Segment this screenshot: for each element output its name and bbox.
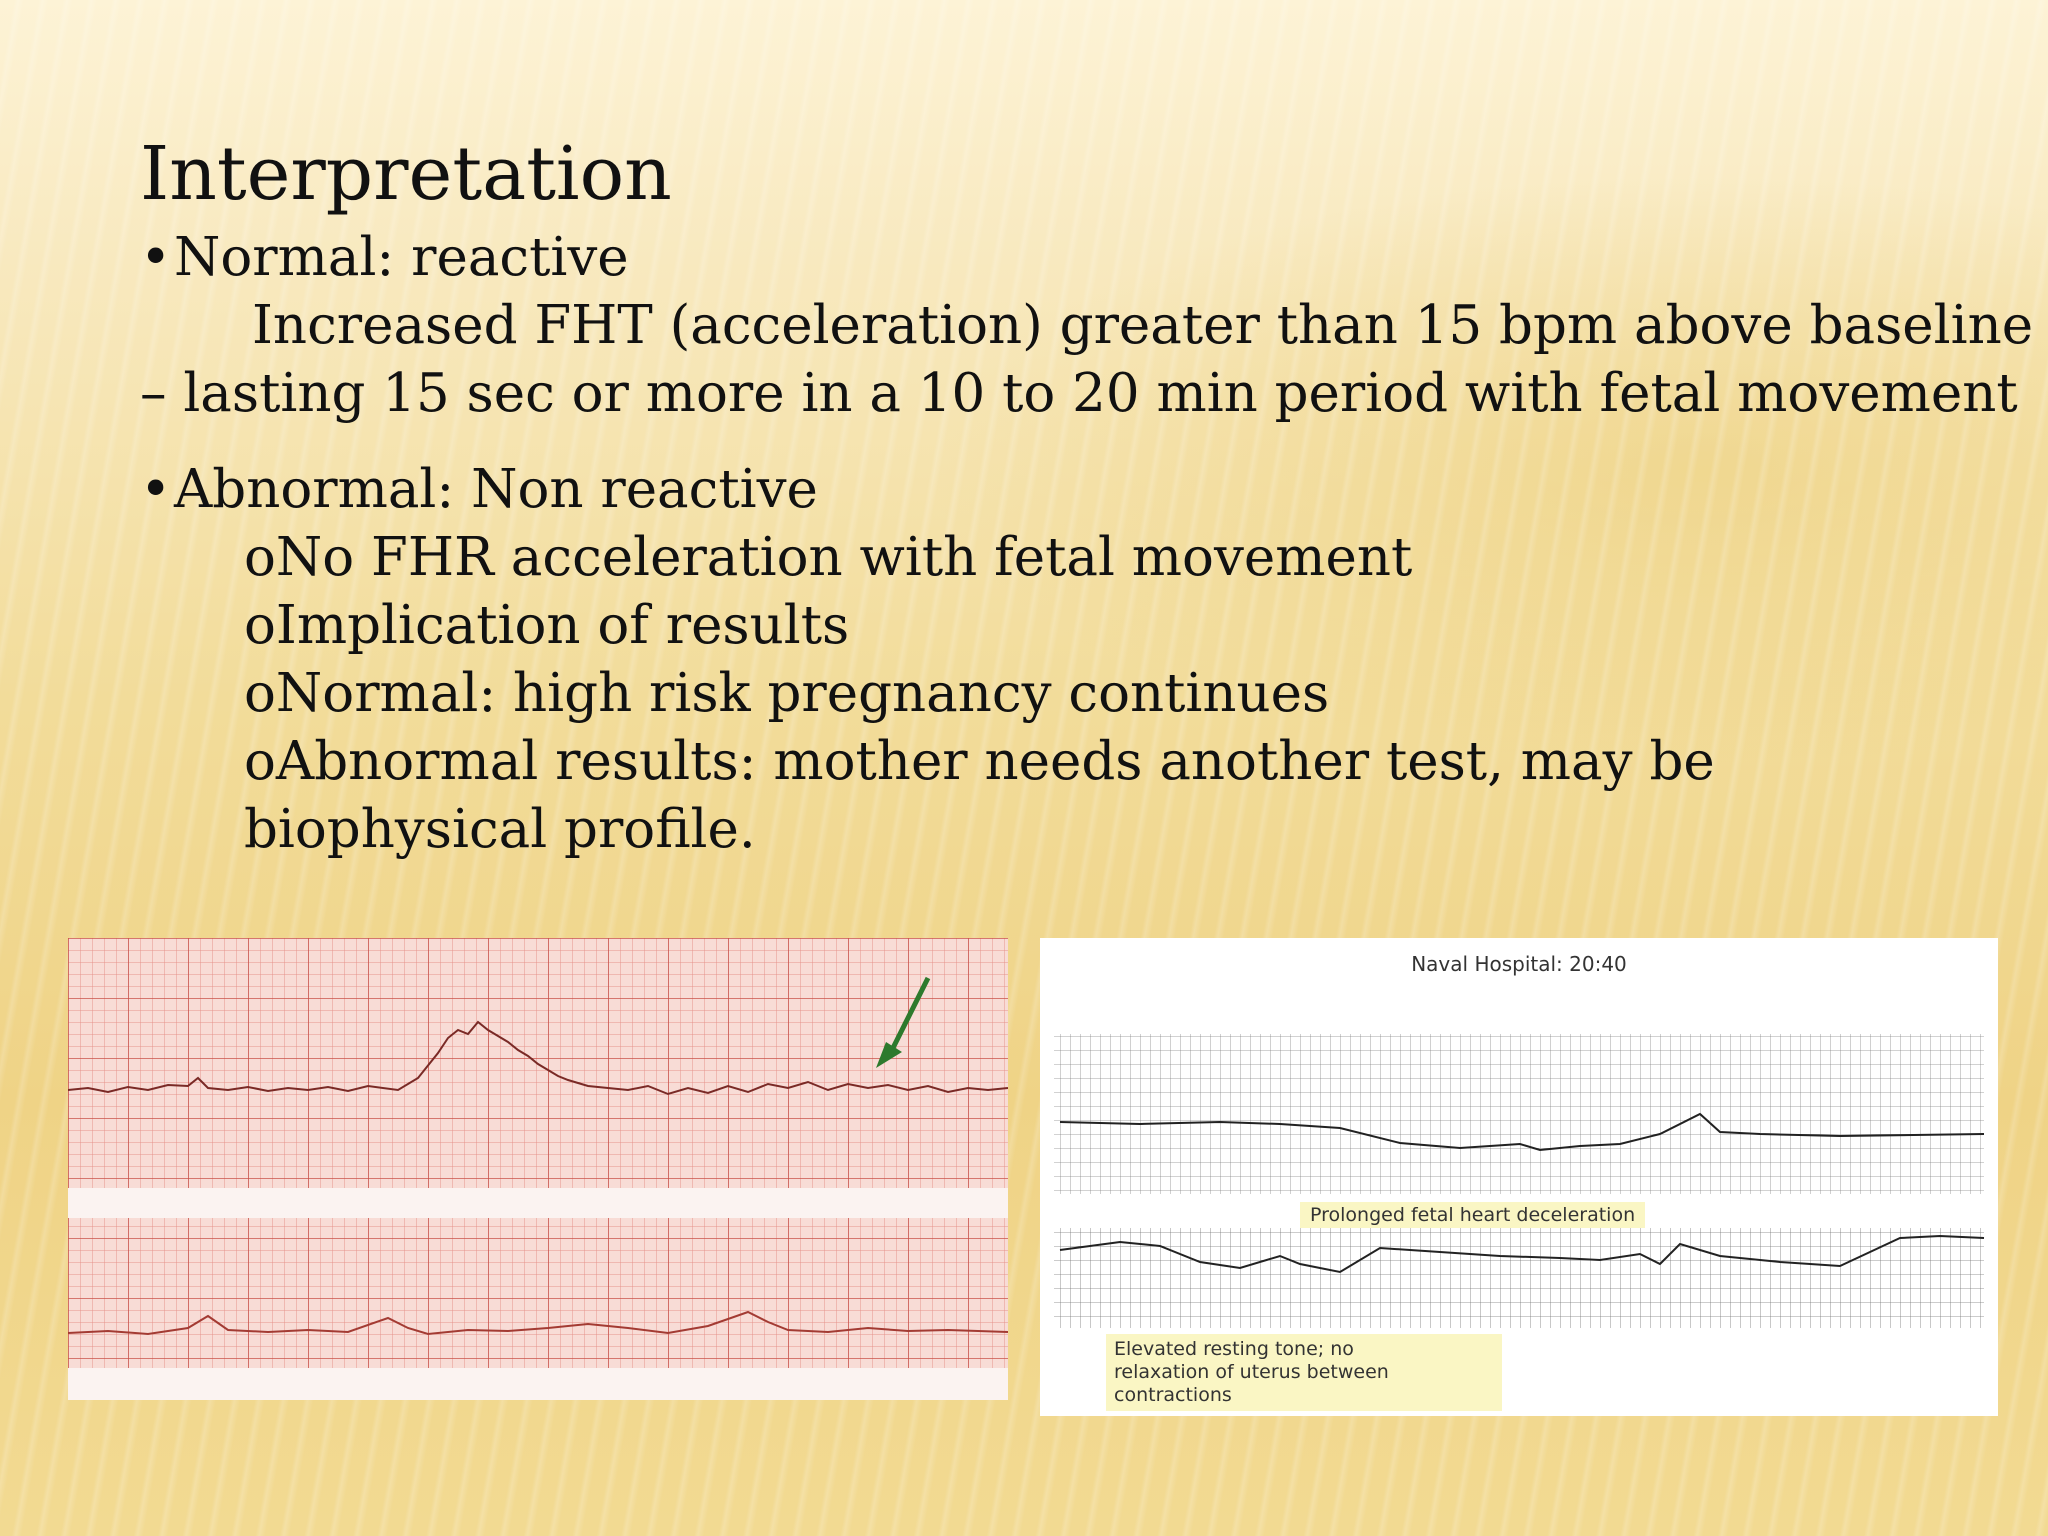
- ctg-strip-image-right: Naval Hospital: 20:40 Prolonged fetal he…: [1040, 938, 1998, 1416]
- figure-mid-caption: Prolonged fetal heart deceleration: [1300, 1202, 1646, 1228]
- slide-body: •Normal: reactive Increased FHT (acceler…: [140, 224, 2034, 864]
- abnormal-heading: Abnormal: Non reactive: [174, 459, 818, 520]
- bullet-icon: •: [140, 459, 172, 520]
- fhr-trace: [68, 1020, 1008, 1096]
- slide-title: Interpretation: [140, 131, 672, 217]
- bullet-normal: •Normal: reactive: [140, 224, 2000, 292]
- sub-item-text: No FHR acceleration with fetal movement: [275, 527, 1413, 588]
- uterine-trace-right: [1059, 1234, 1985, 1274]
- sub-item: oAbnormal results: mother needs another …: [140, 728, 2000, 796]
- caption-line: contractions: [1114, 1384, 1232, 1406]
- bullet-abnormal: •Abnormal: Non reactive: [140, 456, 2000, 524]
- sub-item-continuation: biophysical profile.: [244, 799, 756, 860]
- uterine-activity-trace: [68, 1310, 1008, 1336]
- sub-item-text: Implication of results: [275, 595, 850, 656]
- circle-bullet-icon: o: [244, 595, 276, 656]
- normal-heading: Normal: reactive: [174, 227, 629, 288]
- figure-title: Naval Hospital: 20:40: [1411, 952, 1627, 976]
- arrow-head-icon: [876, 1042, 902, 1068]
- sub-item-text: Normal: high risk pregnancy continues: [275, 663, 1330, 724]
- normal-line-1: Increased FHT (acceleration) greater tha…: [252, 295, 2034, 356]
- sub-item: oNormal: high risk pregnancy continues: [140, 660, 2000, 728]
- circle-bullet-icon: o: [244, 527, 276, 588]
- circle-bullet-icon: o: [244, 663, 276, 724]
- arrow-icon: [885, 976, 931, 1060]
- normal-line-2: – lasting 15 sec or more in a 10 to 20 m…: [140, 363, 2018, 424]
- sub-item: oNo FHR acceleration with fetal movement: [140, 524, 2000, 592]
- caption-line: relaxation of uterus between: [1114, 1361, 1389, 1383]
- sub-item-text: Abnormal results: mother needs another t…: [275, 731, 1715, 792]
- fhr-trace-right: [1059, 1112, 1985, 1152]
- ctg-strip-right-graphic: [1040, 938, 1998, 1416]
- figure-bottom-caption: Elevated resting tone; no relaxation of …: [1106, 1334, 1502, 1411]
- ctg-strip-image-left: [68, 938, 1008, 1400]
- circle-bullet-icon: o: [244, 731, 276, 792]
- sub-item: oImplication of results: [140, 592, 2000, 660]
- caption-line: Elevated resting tone; no: [1114, 1338, 1354, 1360]
- ctg-strip-left-graphic: [68, 938, 1008, 1400]
- bullet-icon: •: [140, 227, 172, 288]
